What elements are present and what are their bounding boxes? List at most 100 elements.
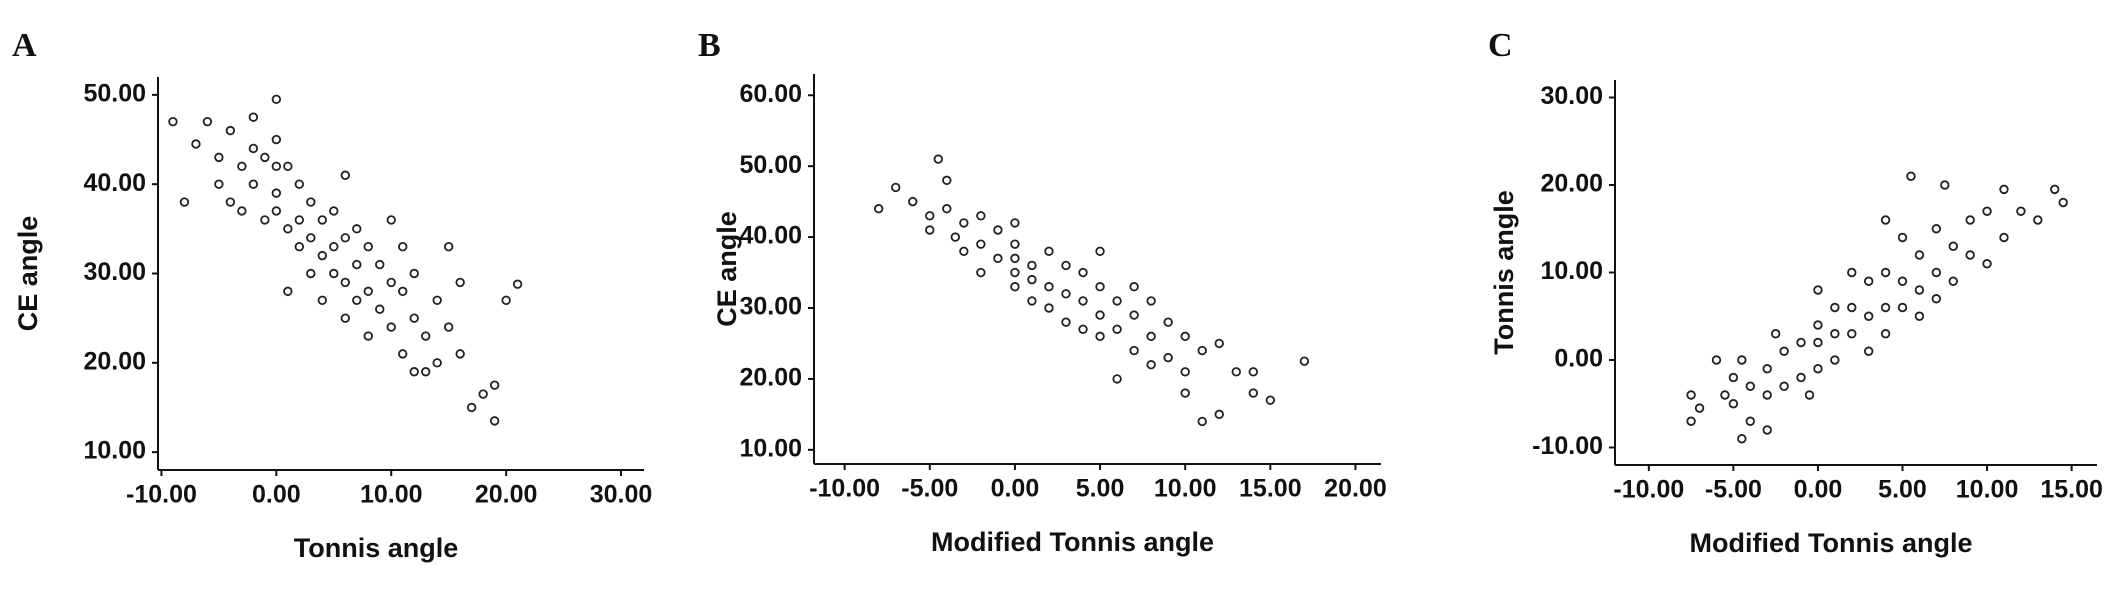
point [1686, 416, 1696, 426]
point [352, 259, 362, 270]
point [976, 267, 986, 278]
point [1914, 311, 1925, 321]
point [1737, 355, 1747, 365]
point [942, 175, 952, 186]
point [1999, 184, 2009, 195]
point [466, 402, 477, 413]
y-tick-label: 40.00 [739, 222, 802, 250]
point [489, 380, 500, 390]
point [489, 416, 500, 426]
point [1010, 282, 1020, 292]
point [1180, 388, 1190, 398]
point [1197, 345, 1207, 356]
point [1906, 171, 1916, 181]
point [1982, 206, 1992, 216]
point [421, 331, 431, 341]
point [1813, 337, 1823, 348]
point [1078, 324, 1088, 334]
point [214, 179, 224, 189]
point [248, 143, 259, 154]
point [976, 211, 986, 221]
point [1027, 274, 1037, 285]
point [933, 154, 943, 164]
point [1931, 224, 1942, 234]
point [1796, 337, 1806, 348]
point [248, 112, 259, 122]
point [993, 253, 1003, 264]
point [993, 225, 1003, 235]
x-tick-label: 15.00 [2040, 476, 2103, 504]
point [1078, 296, 1088, 306]
point [1112, 324, 1122, 334]
point [271, 94, 282, 105]
x-tick-label: 20.00 [1324, 475, 1387, 503]
x-tick-label: -10.00 [1613, 476, 1684, 504]
point [375, 304, 385, 314]
point [1061, 317, 1071, 327]
point [1863, 311, 1874, 321]
point [386, 322, 396, 332]
point [1214, 338, 1224, 349]
point [1686, 390, 1696, 400]
point [1027, 296, 1037, 306]
point [1728, 399, 1739, 409]
point [959, 218, 969, 228]
panel: C -10.00 0.00 10.00 20.00 30.00 -10.00 -5.00 0.0… [1488, 27, 2103, 558]
point [294, 179, 305, 189]
point [306, 268, 316, 279]
y-tick-label: -10.00 [1532, 432, 1603, 460]
point [925, 225, 935, 235]
point [1762, 364, 1772, 374]
point [375, 259, 385, 270]
point [409, 268, 419, 279]
point [1931, 267, 1942, 278]
point [1010, 239, 1020, 249]
point [294, 242, 305, 252]
x-tick-label: 15.00 [1239, 475, 1302, 503]
point [942, 204, 952, 214]
panel: B 10.00 20.00 30.00 40.00 50.00 60.00 -10.00 -5.… [698, 27, 1387, 557]
point [421, 367, 431, 377]
point [1779, 346, 1789, 356]
point [2050, 184, 2060, 195]
y-tick-label: 20.00 [739, 364, 802, 392]
point [1112, 374, 1122, 384]
point [237, 206, 247, 216]
point [225, 125, 236, 136]
x-axis-title: Modified Tonnis angle [1690, 528, 1973, 558]
point [1129, 282, 1139, 292]
point [398, 242, 408, 252]
point [386, 215, 396, 225]
point [191, 139, 201, 149]
point [1745, 416, 1755, 426]
point [1061, 289, 1071, 299]
point [352, 295, 362, 305]
point [214, 152, 224, 163]
point [386, 277, 396, 288]
point [340, 313, 350, 323]
point [409, 367, 419, 377]
point [1762, 425, 1772, 435]
point [317, 250, 327, 261]
point [1095, 310, 1105, 320]
point [1880, 329, 1891, 339]
point [340, 170, 350, 180]
y-tick-label: 30.00 [83, 258, 146, 286]
y-axis-title: CE angle [712, 211, 742, 327]
x-tick-label: 5.00 [1076, 475, 1125, 503]
point [1948, 276, 1958, 286]
point [1796, 372, 1806, 383]
x-tick-label: -10.00 [126, 481, 197, 509]
point [1982, 259, 1992, 269]
point [398, 349, 408, 359]
y-axis-title: Tonnis angle [1489, 190, 1519, 355]
point [1299, 356, 1310, 366]
point [1129, 310, 1139, 320]
point [443, 242, 454, 252]
y-tick-label: 10.00 [739, 434, 802, 462]
panel: A 10.00 20.00 30.00 40.00 50.00 -10.00 0.00 10.0… [12, 27, 652, 563]
point [1180, 367, 1190, 377]
point [409, 313, 419, 323]
point [294, 215, 305, 225]
